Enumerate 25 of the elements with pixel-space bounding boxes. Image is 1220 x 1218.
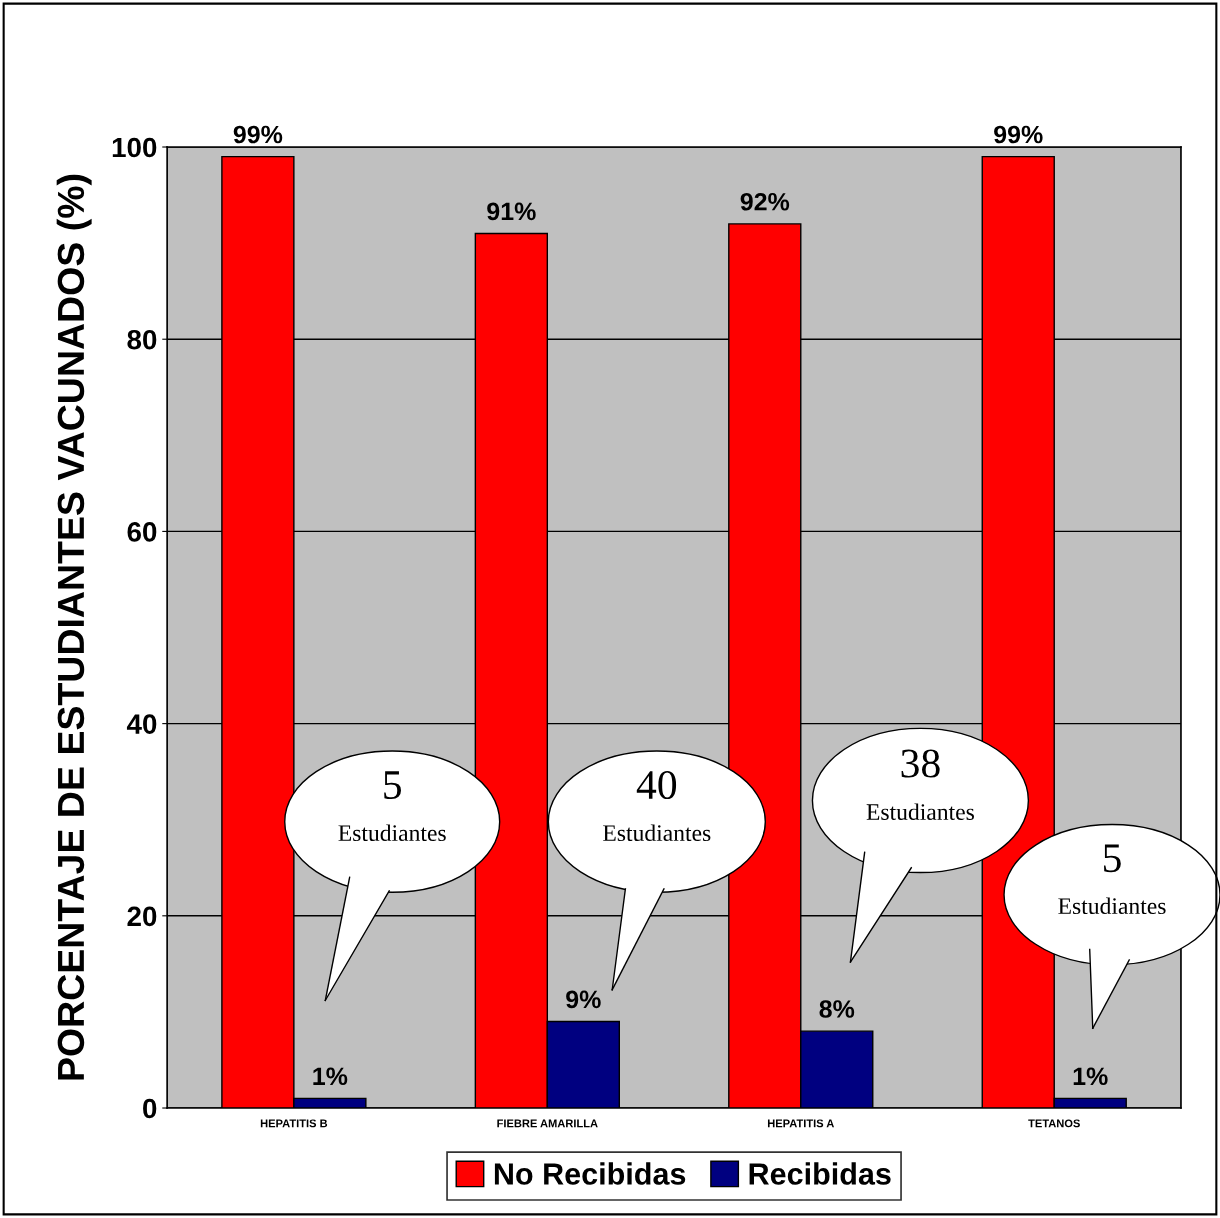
x-tick-label: FIEBRE AMARILLA <box>497 1119 598 1128</box>
data-label: 1% <box>313 1067 348 1086</box>
y-tick-label: 60 <box>127 522 157 542</box>
data-label: 9% <box>566 990 601 1009</box>
y-tick-label: 0 <box>143 1098 157 1119</box>
data-label: 91% <box>487 202 536 221</box>
legend-label: Recibidas <box>749 1162 891 1185</box>
x-tick-label: HEPATITIS A <box>767 1119 835 1128</box>
annotation: 38 Estudiantes <box>866 749 974 820</box>
y-axis-title: PORCENTAJE DE ESTUDIANTES VACUNADOS (%) <box>56 174 92 1080</box>
data-label: 99% <box>233 125 283 144</box>
annotation: 5 Estudiantes <box>338 771 446 842</box>
y-tick-label: 20 <box>127 906 157 927</box>
data-label: 1% <box>1073 1067 1108 1086</box>
y-tick-label: 40 <box>126 714 157 734</box>
data-label: 99% <box>994 125 1043 144</box>
x-tick-label: HEPATITIS B <box>260 1119 328 1128</box>
x-tick-label: TETANOS <box>1028 1119 1080 1128</box>
y-tick-label: 80 <box>127 329 157 350</box>
legend-label: No Recibidas <box>494 1162 686 1185</box>
data-label: 92% <box>740 192 790 211</box>
annotation: 40 Estudiantes <box>603 770 711 842</box>
annotation: 5 Estudiantes <box>1058 844 1166 915</box>
data-label: 8% <box>819 1000 855 1018</box>
y-tick-label: 100 <box>112 137 157 158</box>
